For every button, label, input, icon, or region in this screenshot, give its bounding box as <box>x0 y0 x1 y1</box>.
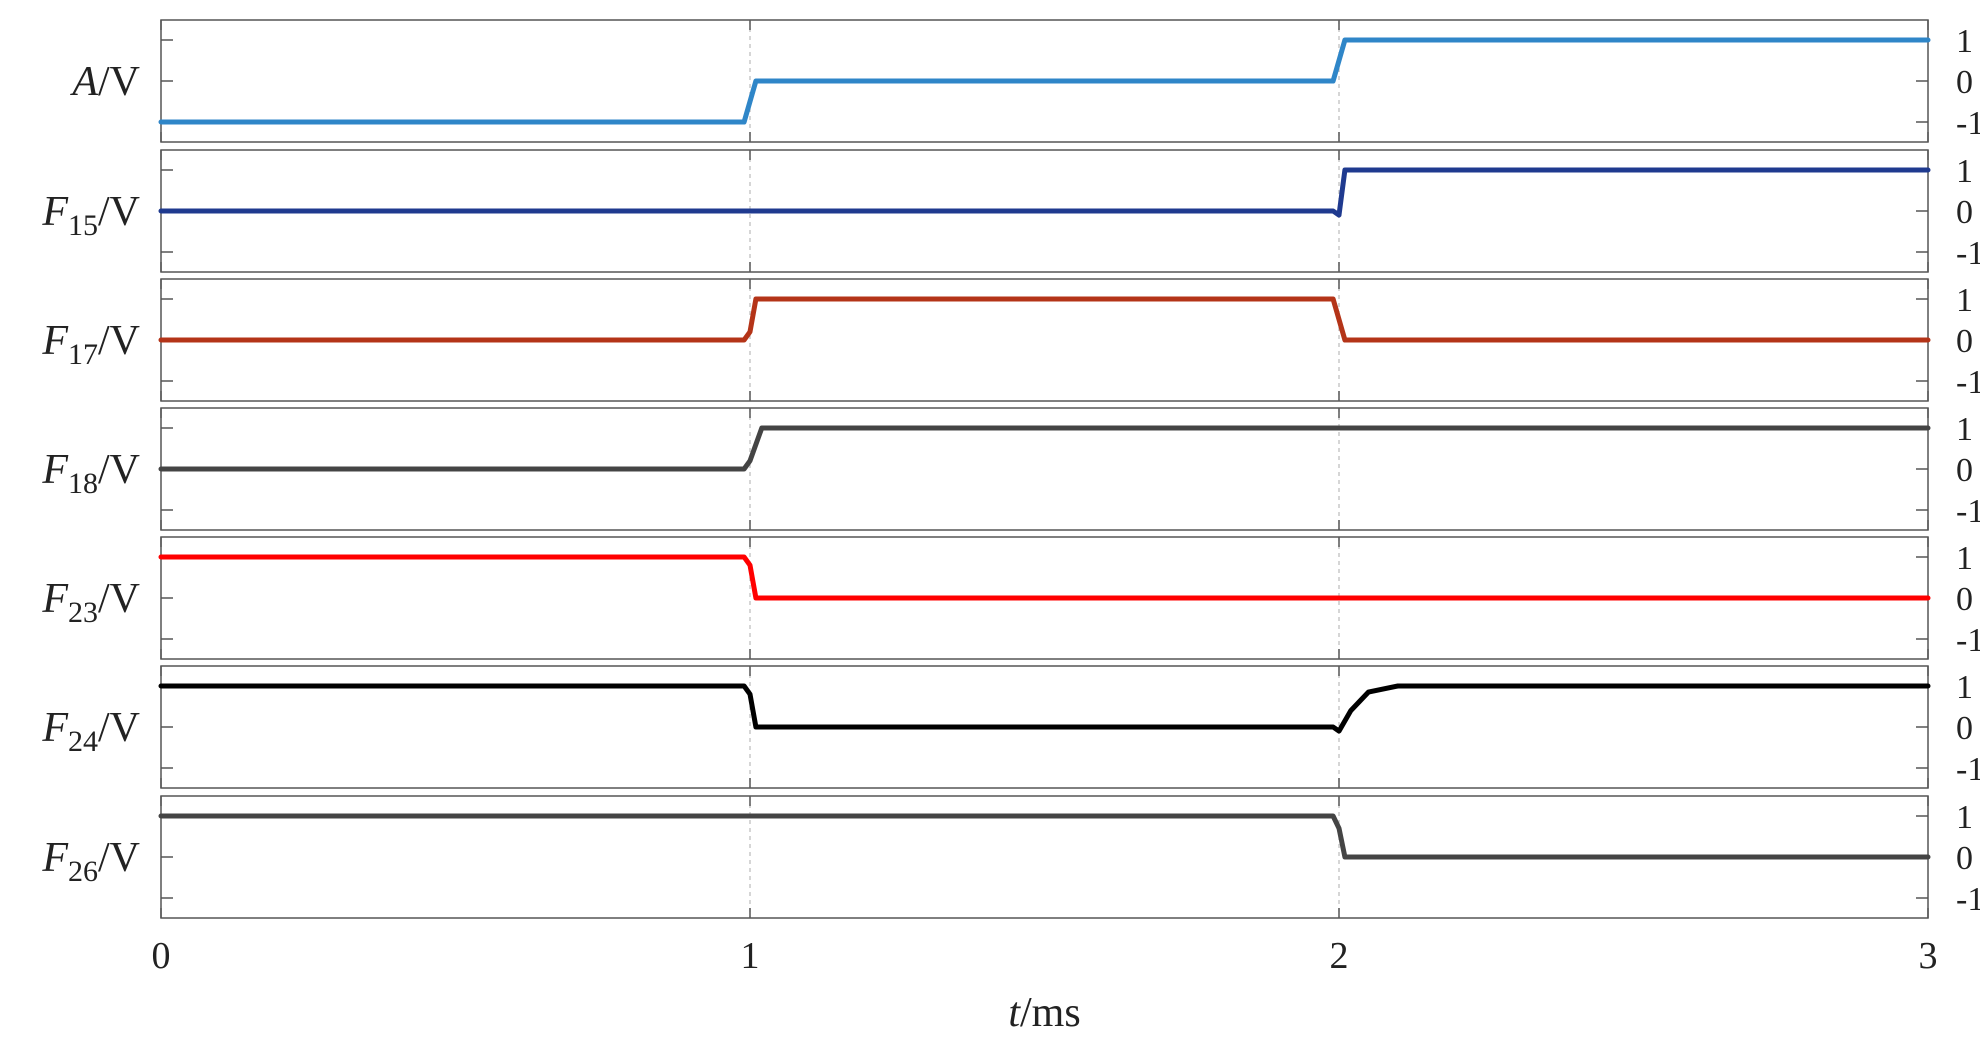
y-tick-label: 0 <box>1956 64 1973 101</box>
series-line-f17 <box>158 296 1931 343</box>
x-tick-label: 3 <box>1919 935 1938 977</box>
y-label-unit: /V <box>98 189 140 235</box>
y-label-sub: 17 <box>68 338 98 371</box>
panel-f26: 1 0 -1 F26/V <box>41 795 1980 919</box>
y-tick-label: -1 <box>1956 235 1980 272</box>
y-tick-label: 1 <box>1956 153 1973 190</box>
panel-a: 1 0 -1 A/V <box>69 19 1980 143</box>
y-tick-label: 1 <box>1956 23 1973 60</box>
series-line-f24 <box>158 683 1931 734</box>
x-tick-label: 0 <box>152 935 171 977</box>
y-tick-label: -1 <box>1956 493 1980 530</box>
y-label-unit: /V <box>98 576 140 622</box>
y-label-main: F <box>41 835 68 881</box>
y-label-sub: 26 <box>68 855 98 888</box>
panel-y-label: F23/V <box>41 576 140 629</box>
y-label-unit: /V <box>98 447 140 493</box>
panel-y-label: A/V <box>69 59 140 105</box>
series-line-f18 <box>158 425 1931 472</box>
y-tick-label: -1 <box>1956 622 1980 659</box>
series-line-f26 <box>158 813 1931 860</box>
panel-f23: 1 0 -1 F23/V <box>41 536 1980 660</box>
y-tick-label: -1 <box>1956 751 1980 788</box>
y-tick-label: 0 <box>1956 710 1973 747</box>
x-axis-label-unit: /ms <box>1020 990 1081 1036</box>
x-axis-label-var: t <box>1008 990 1021 1036</box>
y-tick-label: 1 <box>1956 411 1973 448</box>
y-tick-label: -1 <box>1956 881 1980 918</box>
y-label-unit: /V <box>98 705 140 751</box>
y-tick-label: 1 <box>1956 669 1973 706</box>
y-tick-label: 1 <box>1956 540 1973 577</box>
y-label-main: F <box>41 318 68 364</box>
y-tick-label: 0 <box>1956 452 1973 489</box>
x-axis: t/ms 0 1 2 3 <box>152 935 1938 1036</box>
y-label-unit: /V <box>98 318 140 364</box>
y-label-main: A <box>69 59 98 105</box>
y-label-sub: 24 <box>68 725 98 758</box>
panel-y-label: F15/V <box>41 189 140 242</box>
panels-layer: 10-1A/V10-1F15/V10-1F17/V10-1F18/V10-1F2… <box>41 19 1980 919</box>
panel-y-label: F18/V <box>41 447 140 500</box>
panel-f15: 1 0 -1 F15/V <box>41 149 1980 273</box>
y-label-sub: 18 <box>68 467 98 500</box>
x-axis-label: t/ms <box>1008 990 1080 1036</box>
y-label-main: F <box>41 576 68 622</box>
y-tick-label: -1 <box>1956 105 1980 142</box>
panel-y-label: F26/V <box>41 835 140 888</box>
series-line-a <box>158 37 1931 125</box>
y-label-sub: 23 <box>68 596 98 629</box>
x-tick-label: 2 <box>1330 935 1349 977</box>
y-tick-label: 1 <box>1956 799 1973 836</box>
y-label-main: F <box>41 189 68 235</box>
panel-f17: 1 0 -1 F17/V <box>41 278 1980 402</box>
panel-y-label: F24/V <box>41 705 140 758</box>
panel-y-label: F17/V <box>41 318 140 371</box>
panel-f18: 1 0 -1 F18/V <box>41 407 1980 531</box>
y-tick-label: -1 <box>1956 364 1980 401</box>
y-tick-label: 1 <box>1956 282 1973 319</box>
panel-f24: 1 0 -1 F24/V <box>41 665 1980 789</box>
y-tick-label: 0 <box>1956 581 1973 618</box>
series-line-f23 <box>158 554 1931 601</box>
y-label-main: F <box>41 447 68 493</box>
y-label-main: F <box>41 705 68 751</box>
series-line-f15 <box>158 167 1931 218</box>
y-label-sub: 15 <box>68 209 98 242</box>
y-tick-label: 0 <box>1956 194 1973 231</box>
x-tick-label: 1 <box>741 935 760 977</box>
y-label-unit: /V <box>98 59 140 105</box>
y-label-unit: /V <box>98 835 140 881</box>
y-tick-label: 0 <box>1956 840 1973 877</box>
y-tick-label: 0 <box>1956 323 1973 360</box>
